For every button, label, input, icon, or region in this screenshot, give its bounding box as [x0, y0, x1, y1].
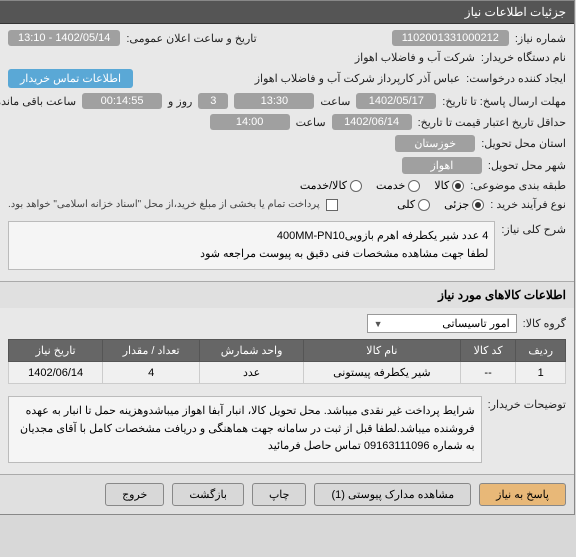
- td-row: 1: [517, 362, 567, 384]
- validity-label: حداقل تاریخ اعتبار قیمت تا تاریخ:: [419, 116, 567, 129]
- treasury-checkbox[interactable]: [327, 199, 339, 211]
- treasury-note: پرداخت تمام یا بخشی از مبلغ خرید،از محل …: [9, 197, 321, 212]
- row-buyer-name: نام دستگاه خریدار: شرکت آب و فاضلاب اهوا…: [9, 51, 567, 64]
- row-goods-group: گروه کالا: امور تاسیساتی ▼: [9, 314, 567, 333]
- public-announce-value: 1402/05/14 - 13:10: [9, 30, 121, 46]
- category-radio-group: کالا خدمت کالا/خدمت: [301, 179, 465, 192]
- th-date: تاریخ نیاز: [10, 340, 104, 362]
- radio-service-label: خدمت: [377, 179, 406, 192]
- need-desc-line1: 4 عدد شیر یکطرفه اهرم بازویی400MM-PN10: [16, 228, 489, 246]
- requester-label: ایجاد کننده درخواست:: [467, 72, 567, 85]
- radio-goods[interactable]: کالا: [435, 179, 465, 192]
- td-goodsname: شیر یکطرفه پیستونی: [305, 362, 462, 384]
- radio-partial-circle: [473, 199, 485, 211]
- row-buyer-notes: توضیحات خریدار: شرایط پرداخت غیر نقدی می…: [9, 392, 567, 463]
- chevron-down-icon: ▼: [375, 319, 384, 329]
- th-qty: تعداد / مقدار: [104, 340, 201, 362]
- radio-goods-service-circle: [351, 180, 363, 192]
- province-label: استان محل تحویل:: [482, 137, 567, 150]
- radio-service[interactable]: خدمت: [377, 179, 421, 192]
- goods-section-title: اطلاعات کالاهای مورد نیاز: [1, 281, 575, 308]
- goods-body: گروه کالا: امور تاسیساتی ▼ ردیف کد کالا …: [1, 308, 575, 474]
- row-requester: ایجاد کننده درخواست: عباس آذر کارپرداز ش…: [9, 69, 567, 88]
- buyer-notes-box: شرایط پرداخت غیر نقدی میباشد. محل تحویل …: [9, 396, 483, 463]
- deadline-remain-label: ساعت باقی مانده: [0, 95, 77, 108]
- deadline-time-label: ساعت: [321, 95, 351, 108]
- print-button[interactable]: چاپ: [253, 483, 308, 506]
- row-response-deadline: مهلت ارسال پاسخ: تا تاریخ: 1402/05/17 سا…: [9, 93, 567, 109]
- respond-button[interactable]: پاسخ به نیاز: [480, 483, 567, 506]
- buyer-name-value: شرکت آب و فاضلاب اهواز: [356, 51, 476, 64]
- radio-partial-label: جزئی: [445, 198, 470, 211]
- deadline-countdown: 00:14:55: [83, 93, 163, 109]
- row-need-number: شماره نیاز: 1102001331000212 تاریخ و ساع…: [9, 30, 567, 46]
- deadline-time: 13:30: [235, 93, 315, 109]
- radio-goods-circle: [453, 180, 465, 192]
- category-label: طبقه بندی موضوعی:: [471, 179, 567, 192]
- row-city: شهر محل تحویل: اهواز: [9, 157, 567, 174]
- buyer-name-label: نام دستگاه خریدار:: [482, 51, 567, 64]
- radio-goods-service-label: کالا/خدمت: [301, 179, 348, 192]
- buyer-notes-text: شرایط پرداخت غیر نقدی میباشد. محل تحویل …: [21, 405, 476, 452]
- attachments-button[interactable]: مشاهده مدارک پیوستی (1): [315, 483, 472, 506]
- table-row[interactable]: 1 -- شیر یکطرفه پیستونی عدد 4 1402/06/14: [10, 362, 567, 384]
- deadline-date: 1402/05/17: [357, 93, 437, 109]
- td-qty: 4: [104, 362, 201, 384]
- td-unit: عدد: [201, 362, 305, 384]
- need-desc-box: 4 عدد شیر یکطرفه اهرم بازویی400MM-PN10 ل…: [9, 221, 496, 270]
- validity-time-label: ساعت: [297, 116, 327, 129]
- buyer-notes-label: توضیحات خریدار:: [489, 392, 567, 411]
- row-category: طبقه بندی موضوعی: کالا خدمت کالا/خدمت: [9, 179, 567, 192]
- need-desc-label: شرح کلی نیاز:: [502, 217, 567, 236]
- footer-buttons: پاسخ به نیاز مشاهده مدارک پیوستی (1) چاپ…: [1, 474, 575, 514]
- row-process-type: نوع فرآیند خرید : جزئی کلی پرداخت تمام ی…: [9, 197, 567, 212]
- radio-full-label: کلی: [398, 198, 416, 211]
- panel-body: شماره نیاز: 1102001331000212 تاریخ و ساع…: [1, 24, 575, 281]
- th-code: کد کالا: [461, 340, 517, 362]
- need-desc-line2: لطفا جهت مشاهده مشخصات فنی دقیق به پیوست…: [16, 246, 489, 264]
- radio-goods-label: کالا: [435, 179, 450, 192]
- goods-group-select[interactable]: امور تاسیساتی ▼: [368, 314, 518, 333]
- radio-service-circle: [409, 180, 421, 192]
- radio-full-circle: [419, 199, 431, 211]
- goods-table: ردیف کد کالا نام کالا واحد شمارش تعداد /…: [9, 339, 567, 384]
- contact-buyer-button[interactable]: اطلاعات تماس خریدار: [9, 69, 134, 88]
- th-row: ردیف: [517, 340, 567, 362]
- deadline-label: مهلت ارسال پاسخ: تا تاریخ:: [443, 95, 567, 108]
- validity-date: 1402/06/14: [333, 114, 413, 130]
- exit-button[interactable]: خروج: [106, 483, 165, 506]
- row-validity: حداقل تاریخ اعتبار قیمت تا تاریخ: 1402/0…: [9, 114, 567, 130]
- process-type-label: نوع فرآیند خرید :: [491, 198, 567, 211]
- validity-time: 14:00: [211, 114, 291, 130]
- goods-group-value: امور تاسیساتی: [443, 317, 510, 330]
- th-name: نام کالا: [305, 340, 462, 362]
- row-need-desc: شرح کلی نیاز: 4 عدد شیر یکطرفه اهرم بازو…: [9, 217, 567, 270]
- need-number-label: شماره نیاز:: [516, 32, 567, 45]
- td-date: 1402/06/14: [10, 362, 104, 384]
- radio-goods-service[interactable]: کالا/خدمت: [301, 179, 363, 192]
- need-number-value: 1102001331000212: [393, 30, 510, 46]
- radio-partial[interactable]: جزئی: [445, 198, 485, 211]
- table-header-row: ردیف کد کالا نام کالا واحد شمارش تعداد /…: [10, 340, 567, 362]
- city-value: اهواز: [403, 157, 483, 174]
- need-details-panel: جزئیات اطلاعات نیاز شماره نیاز: 11020013…: [0, 0, 576, 515]
- back-button[interactable]: بازگشت: [173, 483, 245, 506]
- requester-value: عباس آذر کارپرداز شرکت آب و فاضلاب اهواز: [256, 72, 461, 85]
- goods-group-label: گروه کالا:: [524, 317, 567, 330]
- radio-full[interactable]: کلی: [398, 198, 431, 211]
- td-code: --: [461, 362, 517, 384]
- deadline-days-label: روز و: [169, 95, 193, 108]
- deadline-days: 3: [199, 93, 229, 109]
- city-label: شهر محل تحویل:: [489, 159, 567, 172]
- public-announce-label: تاریخ و ساعت اعلان عمومی:: [127, 32, 257, 45]
- process-radio-group: جزئی کلی: [398, 198, 485, 211]
- panel-header: جزئیات اطلاعات نیاز: [1, 1, 575, 24]
- province-value: خوزستان: [396, 135, 476, 152]
- panel-title: جزئیات اطلاعات نیاز: [466, 5, 567, 19]
- row-province: استان محل تحویل: خوزستان: [9, 135, 567, 152]
- th-unit: واحد شمارش: [201, 340, 305, 362]
